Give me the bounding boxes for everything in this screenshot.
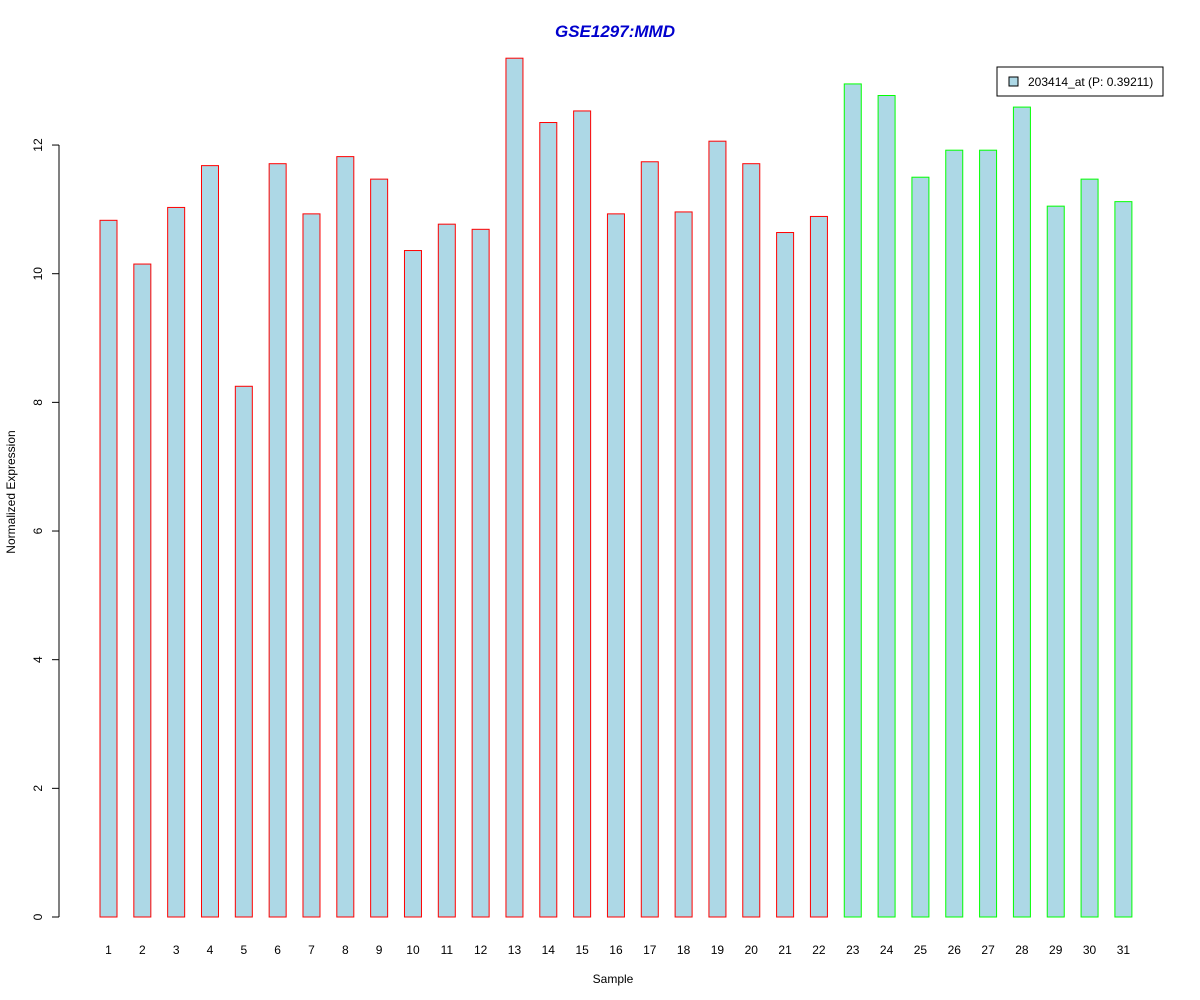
x-tick-label: 15 — [575, 943, 589, 957]
bar-sample-19 — [708, 140, 727, 918]
x-tick-label: 12 — [474, 943, 488, 957]
legend-box — [996, 66, 1164, 97]
x-tick-label: 4 — [207, 943, 214, 957]
x-tick-label: 24 — [880, 943, 894, 957]
bar-sample-4 — [200, 165, 219, 918]
y-axis-title: Normalized Expression — [4, 430, 18, 553]
x-axis-title: Sample — [593, 972, 634, 986]
bar-sample-30 — [1080, 178, 1099, 918]
x-tick-label: 30 — [1083, 943, 1097, 957]
bar-sample-1 — [99, 219, 118, 918]
bar-sample-16 — [606, 213, 625, 918]
bar-sample-28 — [1012, 106, 1031, 918]
bars — [99, 57, 1133, 918]
bar-sample-21 — [776, 232, 795, 918]
x-tick-label: 25 — [914, 943, 928, 957]
y-tick-label: 12 — [31, 138, 45, 152]
bar-sample-11 — [437, 223, 456, 918]
x-tick-label: 7 — [308, 943, 315, 957]
x-tick-label: 29 — [1049, 943, 1063, 957]
x-tick-label: 20 — [745, 943, 759, 957]
x-tick-label: 16 — [609, 943, 623, 957]
x-tick-label: 6 — [274, 943, 281, 957]
x-tick-label: 23 — [846, 943, 860, 957]
bar-sample-2 — [133, 263, 152, 918]
bar-sample-22 — [809, 215, 828, 918]
y-tick-label: 6 — [31, 527, 45, 534]
bar-sample-25 — [911, 176, 930, 918]
x-tick-label: 27 — [981, 943, 995, 957]
legend: 203414_at (P: 0.39211) — [996, 66, 1164, 97]
bar-sample-26 — [945, 149, 964, 918]
x-tick-label: 3 — [173, 943, 180, 957]
y-tick-label: 4 — [31, 656, 45, 663]
x-tick-label: 19 — [711, 943, 725, 957]
bar-sample-12 — [471, 228, 490, 918]
x-tick-label: 18 — [677, 943, 691, 957]
x-tick-label: 22 — [812, 943, 826, 957]
y-tick-label: 0 — [31, 913, 45, 920]
y-tick-label: 10 — [31, 267, 45, 281]
chart-title: GSE1297:MMD — [555, 22, 675, 41]
x-tick-label: 8 — [342, 943, 349, 957]
bar-sample-29 — [1046, 205, 1065, 918]
x-tick-label: 17 — [643, 943, 657, 957]
legend-label: 203414_at (P: 0.39211) — [1028, 75, 1153, 89]
x-tick-label: 11 — [441, 943, 454, 957]
bar-sample-5 — [234, 385, 253, 918]
x-tick-label: 1 — [105, 943, 112, 957]
bar-sample-13 — [505, 57, 524, 918]
x-tick-label: 13 — [508, 943, 522, 957]
bar-sample-14 — [539, 122, 558, 918]
bar-sample-15 — [573, 110, 592, 918]
bar-sample-20 — [742, 163, 761, 918]
bar-sample-3 — [167, 206, 186, 918]
bar-sample-24 — [877, 95, 896, 918]
x-tick-label: 28 — [1015, 943, 1029, 957]
bar-sample-7 — [302, 213, 321, 918]
x-tick-label: 2 — [139, 943, 146, 957]
bar-sample-17 — [640, 161, 659, 918]
x-tick-label: 10 — [406, 943, 420, 957]
bar-sample-23 — [843, 83, 862, 918]
y-axis: 0 2 4 6 8 10 12 — [31, 138, 60, 920]
x-tick-labels: 1 2 3 4 5 6 7 8 9 10 11 12 13 14 15 16 17 18 19 20 21 22 23 24 2… — [105, 943, 1130, 957]
x-tick-label: 31 — [1117, 943, 1131, 957]
x-tick-label: 26 — [948, 943, 962, 957]
bar-sample-10 — [403, 250, 422, 918]
bar-sample-31 — [1114, 201, 1133, 918]
bar-sample-6 — [268, 163, 287, 918]
bar-sample-27 — [979, 149, 998, 918]
legend-swatch — [1008, 76, 1019, 87]
x-tick-label: 21 — [778, 943, 792, 957]
y-tick-label: 8 — [31, 399, 45, 406]
x-tick-label: 14 — [542, 943, 556, 957]
x-tick-label: 5 — [240, 943, 247, 957]
y-tick-label: 2 — [31, 785, 45, 792]
x-tick-label: 9 — [376, 943, 383, 957]
bar-sample-8 — [336, 156, 355, 918]
bar-sample-18 — [674, 211, 693, 918]
bar-sample-9 — [370, 178, 389, 918]
